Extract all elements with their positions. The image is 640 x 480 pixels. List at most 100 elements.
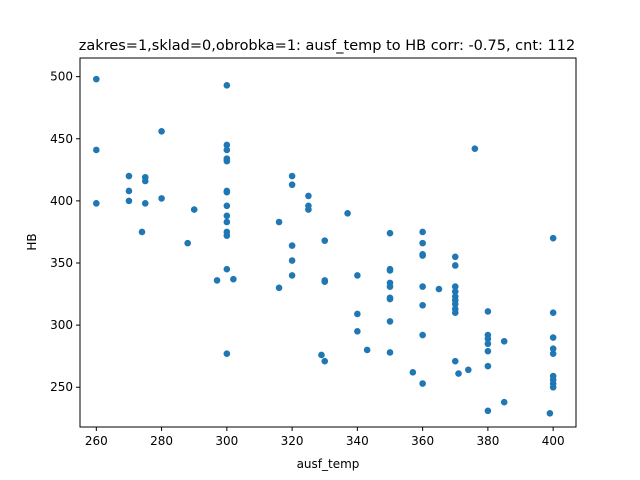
y-tick-label: 300 — [50, 318, 73, 332]
data-point-23 — [223, 202, 231, 210]
data-point-20 — [223, 157, 231, 165]
data-point-48 — [354, 310, 361, 318]
data-point-22 — [223, 188, 231, 196]
data-point-60 — [409, 369, 417, 376]
data-point-35 — [288, 242, 296, 249]
data-point-76 — [451, 300, 459, 308]
data-point-72 — [451, 283, 459, 290]
data-point-57 — [386, 295, 394, 303]
data-point-33 — [288, 172, 296, 180]
data-point-16 — [223, 82, 231, 89]
y-tick-label: 250 — [50, 380, 73, 394]
data-point-12 — [158, 195, 165, 202]
data-point-30 — [230, 275, 237, 283]
data-point-61 — [419, 228, 426, 236]
data-point-46 — [344, 210, 351, 217]
data-point-13 — [184, 239, 191, 247]
data-point-38 — [305, 192, 312, 200]
data-point-17 — [223, 141, 231, 149]
data-point-10 — [141, 200, 149, 207]
x-tick-label: 280 — [150, 434, 173, 448]
data-point-97 — [549, 350, 557, 358]
data-point-42 — [321, 237, 329, 244]
data-point-3 — [93, 200, 100, 207]
data-point-53 — [386, 267, 394, 274]
data-point-7 — [138, 228, 146, 236]
data-point-73 — [451, 288, 459, 295]
data-point-1 — [93, 75, 100, 83]
data-point-90 — [500, 337, 508, 345]
data-point-80 — [455, 370, 462, 377]
data-point-65 — [419, 283, 426, 290]
data-point-66 — [419, 301, 426, 309]
data-point-44 — [321, 278, 329, 285]
data-point-85 — [484, 335, 492, 343]
data-point-67 — [419, 331, 426, 339]
x-tick-label: 300 — [215, 434, 238, 448]
y-tick-label: 500 — [50, 70, 73, 84]
data-point-27 — [223, 232, 231, 239]
data-point-24 — [223, 212, 231, 220]
y-axis: 250 300 350 400 450 500 — [50, 70, 80, 394]
data-point-29 — [223, 350, 231, 358]
data-point-31 — [275, 218, 283, 226]
data-point-78 — [451, 309, 459, 317]
data-point-62 — [419, 239, 426, 247]
data-point-25 — [223, 218, 231, 226]
data-point-64 — [419, 252, 426, 259]
data-point-91 — [500, 398, 508, 406]
plot-frame — [79, 57, 577, 428]
data-point-14 — [190, 206, 198, 213]
data-point-92 — [546, 410, 554, 417]
x-tick-label: 340 — [346, 434, 369, 448]
chart-title: zakres=1,sklad=0,obrobka=1: ausf_temp to… — [79, 38, 575, 54]
y-tick-label: 350 — [50, 256, 73, 270]
data-point-94 — [549, 309, 557, 317]
data-point-95 — [549, 334, 557, 341]
data-point-6 — [125, 197, 133, 205]
data-point-71 — [451, 262, 459, 269]
data-point-69 — [435, 285, 443, 293]
data-point-96 — [549, 345, 557, 353]
y-tick-label: 400 — [50, 194, 73, 208]
data-point-4 — [125, 172, 133, 180]
x-tick-label: 380 — [476, 434, 499, 448]
data-point-15 — [213, 277, 221, 284]
y-axis-label: HB — [25, 233, 39, 250]
x-tick-label: 320 — [281, 434, 304, 448]
data-point-58 — [386, 318, 394, 325]
data-point-79 — [451, 357, 459, 365]
data-point-41 — [318, 351, 325, 359]
data-point-40 — [305, 206, 312, 213]
y-tick-label: 450 — [50, 132, 73, 146]
data-point-50 — [363, 346, 371, 354]
data-point-28 — [223, 265, 231, 273]
x-tick-label: 360 — [411, 434, 434, 448]
data-point-59 — [386, 349, 394, 356]
data-point-9 — [141, 177, 149, 185]
data-point-86 — [484, 340, 492, 348]
data-point-34 — [288, 181, 296, 189]
data-point-47 — [354, 272, 361, 279]
data-point-55 — [386, 283, 394, 290]
data-point-82 — [471, 145, 479, 152]
data-point-51 — [386, 229, 394, 237]
data-point-101 — [549, 383, 557, 391]
data-point-70 — [451, 253, 459, 261]
data-point-36 — [288, 257, 296, 264]
data-point-49 — [354, 328, 361, 335]
data-point-93 — [549, 234, 557, 242]
data-point-45 — [321, 357, 329, 365]
x-axis-label: ausf_temp — [297, 457, 360, 471]
data-point-32 — [275, 284, 283, 292]
data-point-81 — [465, 366, 472, 374]
data-point-88 — [484, 362, 492, 370]
data-point-83 — [484, 308, 492, 315]
data-point-87 — [484, 347, 492, 355]
data-point-5 — [125, 187, 133, 195]
data-points — [93, 75, 557, 417]
data-point-89 — [484, 407, 492, 415]
data-point-2 — [93, 146, 100, 154]
x-tick-label: 260 — [85, 434, 108, 448]
